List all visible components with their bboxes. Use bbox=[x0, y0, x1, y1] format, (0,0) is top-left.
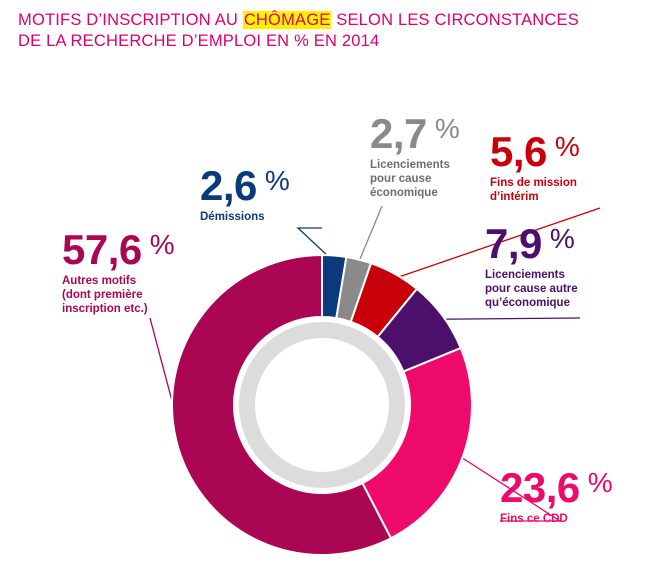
caption-autres-2: (dont première bbox=[62, 289, 143, 301]
inner-grey-ring bbox=[239, 322, 405, 488]
caption-autre-1: Licenciements bbox=[485, 269, 565, 281]
leader-licenciements-pour-cause-economique bbox=[356, 205, 383, 266]
caption-autre-3: qu’économique bbox=[485, 297, 570, 309]
percent-sign: % bbox=[149, 229, 175, 260]
label-autres-motifs: 57,6% Autres motifs (dont première inscr… bbox=[62, 228, 175, 316]
percent-sign: % bbox=[587, 467, 613, 498]
caption-demissions-1: Démissions bbox=[200, 211, 265, 223]
leader-demissions bbox=[296, 227, 335, 262]
slice-autres-motifs-dont-premiere-inscription-etc bbox=[171, 253, 393, 556]
percent-sign: % bbox=[549, 223, 575, 254]
leader-licenciements-pour-cause-autre-qu-economique bbox=[437, 317, 581, 320]
value-interim: 5,6 bbox=[490, 128, 547, 175]
label-interim: 5,6% Fins de mission d’intérim bbox=[490, 130, 580, 204]
value-licenciements-economique: 2,7 bbox=[370, 110, 427, 157]
caption-interim-2: d’intérim bbox=[490, 191, 539, 203]
percent-sign: % bbox=[434, 113, 460, 144]
slice-fins-ce-cdd bbox=[361, 346, 473, 540]
leader-fins-ce-cdd bbox=[456, 454, 563, 522]
title-highlight: CHÔMAGE bbox=[242, 11, 332, 29]
value-licenciements-autre: 7,9 bbox=[485, 220, 542, 267]
chart-title: MOTIFS D’INSCRIPTION AU CHÔMAGE SELON LE… bbox=[18, 10, 579, 52]
title-line1-end: SELON LES CIRCONSTANCES bbox=[331, 11, 579, 29]
title-line1-start: MOTIFS D’INSCRIPTION AU bbox=[18, 11, 243, 29]
caption-autres-3: inscription etc.) bbox=[62, 303, 148, 315]
donut-slices bbox=[171, 253, 473, 556]
percent-sign: % bbox=[264, 165, 290, 196]
caption-autre-2: pour cause autre bbox=[485, 283, 578, 295]
caption-eco-1: Licenciements bbox=[370, 159, 450, 171]
percent-sign: % bbox=[554, 131, 580, 162]
caption-interim-1: Fins de mission bbox=[490, 177, 577, 189]
leader-fins-de-mission-d-interim bbox=[391, 207, 601, 280]
value-demissions: 2,6 bbox=[200, 162, 257, 209]
value-fins-cdd: 23,6 bbox=[500, 464, 580, 511]
caption-eco-2: pour cause bbox=[370, 173, 432, 185]
value-autres-motifs: 57,6 bbox=[62, 226, 142, 273]
label-fins-cdd: 23,6% Fins ce CDD bbox=[500, 466, 613, 526]
label-licenciements-autre: 7,9% Licenciements pour cause autre qu’é… bbox=[485, 222, 578, 310]
title-line2: DE LA RECHERCHE D’EMPLOI EN % EN 2014 bbox=[18, 32, 380, 50]
label-demissions: 2,6% Démissions bbox=[200, 164, 290, 224]
inner-ring bbox=[239, 322, 405, 488]
label-licenciements-economique: 2,7% Licenciements pour cause économique bbox=[370, 112, 460, 200]
caption-eco-3: économique bbox=[370, 187, 438, 199]
caption-autres-1: Autres motifs bbox=[62, 275, 137, 287]
caption-cdd-1: Fins ce CDD bbox=[500, 513, 568, 525]
